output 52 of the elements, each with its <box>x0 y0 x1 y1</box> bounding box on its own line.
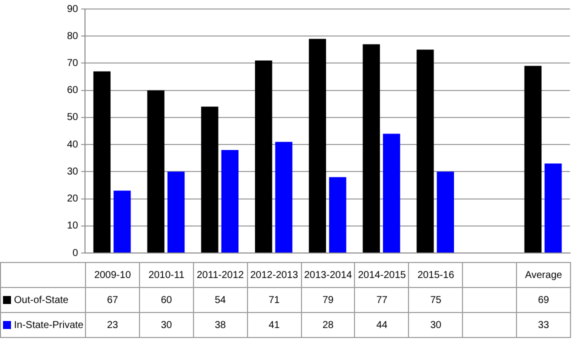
data-label: 41 <box>247 312 302 338</box>
bar <box>308 38 326 252</box>
y-tick-label: 10 <box>67 220 79 232</box>
bar <box>362 44 380 252</box>
x-tick-label: 2009-10 <box>86 262 140 288</box>
bar <box>255 60 272 252</box>
y-tick-label: 20 <box>67 194 79 205</box>
data-label: 71 <box>247 288 302 312</box>
data-label: 30 <box>139 312 194 338</box>
x-tick-label: 2011-2012 <box>193 262 248 288</box>
y-tick-label: 50 <box>67 112 79 124</box>
legend-label: Out-of-State <box>0 288 86 312</box>
legend-label: In-State-Private <box>0 312 86 338</box>
y-tick-label: 70 <box>67 58 79 69</box>
bar <box>221 150 238 252</box>
bar <box>382 134 400 252</box>
data-label: 69 <box>516 288 570 312</box>
x-tick-label: 2013-2014 <box>301 262 355 288</box>
bar <box>329 177 346 252</box>
data-label: 30 <box>408 312 463 338</box>
y-tick-label: 60 <box>67 85 79 96</box>
x-tick-label: 2012-2013 <box>247 262 302 288</box>
bar <box>544 164 562 252</box>
data-label: 77 <box>354 288 409 312</box>
data-label: 79 <box>301 288 355 312</box>
bar <box>167 172 185 252</box>
bar <box>114 190 131 252</box>
x-tick-label: 2010-11 <box>139 262 194 288</box>
bar <box>93 71 111 252</box>
bar <box>416 50 434 252</box>
data-label: 44 <box>354 312 409 338</box>
data-label: 33 <box>516 312 570 338</box>
data-label: 38 <box>193 312 248 338</box>
y-tick-label: 90 <box>67 4 79 15</box>
y-tick-label: 40 <box>67 139 79 150</box>
y-tick-label: 80 <box>67 30 79 42</box>
y-tick-label: 30 <box>67 166 79 178</box>
x-tick-label: 2015-16 <box>408 262 463 288</box>
data-label: 75 <box>408 288 463 312</box>
bar <box>147 90 164 252</box>
bar <box>436 172 454 252</box>
y-tick-label: 0 <box>72 248 79 259</box>
bar <box>201 106 218 252</box>
data-label: 28 <box>301 312 355 338</box>
data-label: 60 <box>139 288 194 312</box>
bar <box>524 66 542 252</box>
bar <box>275 142 292 252</box>
x-tick-label: Average <box>516 262 570 288</box>
data-label: 67 <box>86 288 140 312</box>
data-label: 23 <box>86 312 140 338</box>
x-tick-label: 2014-2015 <box>354 262 409 288</box>
data-label: 54 <box>193 288 248 312</box>
